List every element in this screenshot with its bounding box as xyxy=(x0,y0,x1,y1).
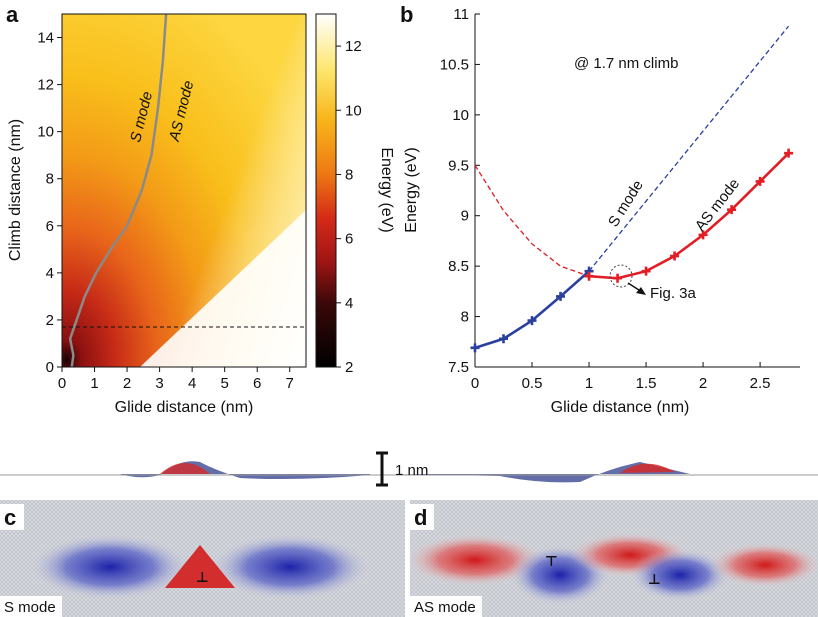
colorbar-label: Energy (eV) xyxy=(378,147,395,232)
panel-d-dislocation-mark-1: ⊤ xyxy=(545,553,558,569)
panel-b-y-axis-label: Energy (eV) xyxy=(403,147,420,232)
colorbar-tick-label: 2 xyxy=(345,359,353,376)
panel-d-red-left xyxy=(407,534,543,586)
panel-b-y-tick-label: 10.5 xyxy=(440,56,469,73)
heatmap-x-tick-label: 6 xyxy=(253,375,261,392)
heatmap-y-tick-label: 14 xyxy=(37,30,54,47)
panel-b-dashed-series-line xyxy=(474,164,590,277)
heatmap-white-region xyxy=(140,210,306,367)
panel-b-y-tick-label: 11 xyxy=(453,6,469,23)
panel-c-image: ⊥ c S mode xyxy=(0,500,405,617)
heatmap-y-tick-label: 0 xyxy=(46,359,54,376)
heatmap-y-tick-label: 4 xyxy=(46,265,54,282)
panel-b-x-tick-label: 2.5 xyxy=(750,375,771,392)
panel-d-label: d xyxy=(414,505,427,530)
heatmap-x-tick-label: 0 xyxy=(58,375,66,392)
panel-b-data-point xyxy=(499,334,509,344)
panel-b-data-point xyxy=(698,230,708,240)
colorbar-tick-label: 12 xyxy=(345,38,362,55)
panel-b-data-point xyxy=(470,343,480,353)
heatmap-y-tick-label: 2 xyxy=(46,312,54,329)
panel-b-y-tick-label: 8 xyxy=(461,309,469,326)
panel-d-blue-center-right xyxy=(630,549,730,601)
panel-b-data-point xyxy=(755,176,765,186)
panel-c-mode-label: S mode xyxy=(4,599,56,616)
panel-d-mode-label: AS mode xyxy=(414,599,476,616)
panel-b-x-tick-label: 0 xyxy=(471,375,479,392)
fig3a-arrowhead xyxy=(636,287,646,295)
panel-d-image: ⊤ ⊥ d AS mode xyxy=(407,500,818,617)
panel-c-mode-box xyxy=(0,596,62,617)
profile-right-red-peak xyxy=(620,463,675,473)
heatmap-x-tick-label: 1 xyxy=(90,375,98,392)
panel-c-blue-right xyxy=(210,534,370,600)
panel-b-x-axis-label: Glide distance (nm) xyxy=(551,399,690,416)
fig3a-label: Fig. 3a xyxy=(650,285,697,302)
panel-b-data-point xyxy=(641,266,651,276)
panel-b-data-point xyxy=(556,291,566,301)
panel-b-series-line xyxy=(474,270,590,350)
heatmap-y-tick-label: 12 xyxy=(37,77,54,94)
s-mode-series-label: S mode xyxy=(605,177,647,230)
panel-b-data-point xyxy=(727,205,737,215)
panel-c-label: c xyxy=(4,505,16,530)
colorbar-gradient xyxy=(315,13,337,368)
heatmap-x-tick-label: 3 xyxy=(155,375,163,392)
heatmap-x-tick-label: 7 xyxy=(286,375,294,392)
scale-bar xyxy=(376,451,388,487)
profile-right xyxy=(400,462,818,483)
heatmap-x-tick-label: 5 xyxy=(220,375,228,392)
panel-d-red-right xyxy=(710,543,818,587)
profile-left-red-peak xyxy=(160,463,210,474)
panel-b-data-point xyxy=(527,316,537,326)
colorbar-tick-label: 10 xyxy=(345,102,362,119)
panel-b-data-point xyxy=(613,273,623,283)
panel-b-series-line xyxy=(588,152,790,280)
panel-b-y-tick-label: 8.5 xyxy=(448,258,469,275)
heatmap-y-axis-label: Climb distance (nm) xyxy=(7,119,24,261)
panel-b-data-point xyxy=(670,251,680,261)
height-profile-strip: 1 nm xyxy=(0,451,818,487)
panel-c-blue-left xyxy=(30,534,190,600)
mode-boundary-line xyxy=(68,13,168,368)
colorbar-tick-label: 8 xyxy=(345,166,353,183)
heatmap-y-tick-label: 6 xyxy=(46,218,54,235)
panel-c-red-peak xyxy=(165,545,235,588)
panel-b-x-tick-label: 1.5 xyxy=(636,375,657,392)
panel-b-label: b xyxy=(400,2,413,27)
panel-b-y-tick-label: 10 xyxy=(452,107,469,124)
colorbar: 2 4 6 8 10 12 Energy (eV) xyxy=(315,13,395,376)
panel-d-label-box xyxy=(410,504,434,530)
panel-b-dashed-series-line xyxy=(588,25,790,272)
colorbar-tick-label: 6 xyxy=(345,231,353,248)
scale-bar-label: 1 nm xyxy=(395,462,428,479)
heatmap-y-tick-label: 8 xyxy=(46,171,54,188)
panel-d-dislocation-mark-2: ⊥ xyxy=(648,571,661,587)
energy-line-chart: 0 0.5 1 1.5 2 2.5 7.5 8 8.5 9 9.5 10 10.5 11 Glide d… xyxy=(403,6,800,416)
panel-b-y-tick-label: 9 xyxy=(461,208,469,225)
heatmap-x-tick-label: 4 xyxy=(188,375,196,392)
heatmap-x-axis-label: Glide distance (nm) xyxy=(115,399,254,416)
panel-b-x-tick-label: 1 xyxy=(585,375,593,392)
panel-c-label-box xyxy=(0,504,24,530)
climb-annotation: @ 1.7 nm climb xyxy=(574,55,678,72)
panel-b-data-point xyxy=(784,148,794,158)
fig3a-highlight-circle xyxy=(609,264,633,288)
panel-c-dislocation-mark: ⊥ xyxy=(196,569,209,585)
panel-a-label: a xyxy=(6,2,19,27)
heatmap-y-tick-label: 10 xyxy=(37,124,54,141)
panel-b-x-tick-label: 2 xyxy=(699,375,707,392)
colorbar-tick-label: 4 xyxy=(345,295,353,312)
panel-b-data-point xyxy=(584,271,594,281)
heatmap-x-tick-label: 2 xyxy=(123,375,131,392)
panel-b-y-tick-label: 9.5 xyxy=(448,157,469,174)
heatmap-frame xyxy=(61,13,307,368)
panel-b-x-tick-label: 0.5 xyxy=(522,375,543,392)
panel-b-y-tick-label: 7.5 xyxy=(448,359,469,376)
panel-d-mode-box xyxy=(410,596,482,617)
